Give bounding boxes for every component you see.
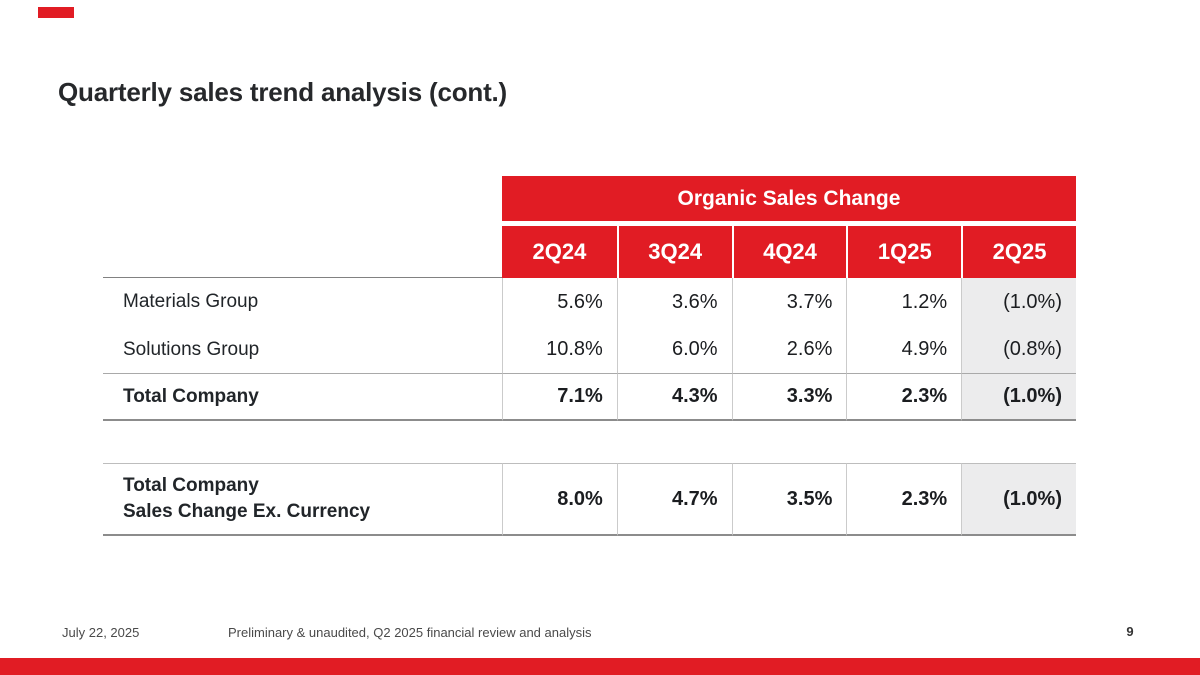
cell-value: 4.7%: [616, 463, 732, 536]
cell-value: 2.3%: [846, 463, 962, 536]
cell-value-highlighted: (0.8%): [961, 326, 1076, 373]
column-header-3q24: 3Q24: [616, 226, 732, 278]
column-header-2q25: 2Q25: [961, 226, 1076, 278]
row-label: Total Company: [103, 373, 502, 421]
table-row-ex-currency: Total Company Sales Change Ex. Currency …: [103, 463, 1076, 536]
cell-value: 3.6%: [616, 278, 732, 326]
cell-value: 8.0%: [502, 463, 617, 536]
cell-value: 2.6%: [731, 326, 847, 373]
row-label: Solutions Group: [123, 338, 260, 360]
column-header-2q24: 2Q24: [502, 226, 617, 278]
brand-red-dash: [38, 7, 74, 18]
row-label: Materials Group: [123, 291, 259, 312]
cell-value: 10.8%: [502, 326, 617, 373]
organic-sales-table: Organic Sales Change 2Q24 3Q24 4Q24 1Q25…: [103, 176, 1076, 536]
table-banner-row: Organic Sales Change: [103, 176, 1076, 221]
cell-value: 4.3%: [616, 373, 732, 421]
table-header-row: 2Q24 3Q24 4Q24 1Q25 2Q25: [103, 226, 1076, 278]
footer-page-number: 9: [1126, 624, 1134, 639]
cell-value-highlighted: (1.0%): [961, 278, 1076, 326]
banner-spacer: [103, 176, 502, 221]
column-header-4q24: 4Q24: [731, 226, 847, 278]
footer-date: July 22, 2025: [62, 625, 140, 640]
page-title: Quarterly sales trend analysis (cont.): [58, 77, 508, 108]
cell-value: 2.3%: [846, 373, 962, 421]
header-label-spacer: [103, 226, 502, 278]
cell-value-highlighted: (1.0%): [961, 373, 1076, 421]
cell-value: 5.6%: [502, 278, 617, 326]
row-label-line1: Total Company: [123, 475, 259, 496]
column-header-1q25: 1Q25: [846, 226, 962, 278]
cell-value: 3.7%: [731, 278, 847, 326]
cell-value: 3.3%: [731, 373, 847, 421]
cell-value: 6.0%: [616, 326, 732, 373]
table-banner: Organic Sales Change: [502, 176, 1076, 221]
cell-value: 7.1%: [502, 373, 617, 421]
row-label-line2: Sales Change Ex. Currency: [123, 501, 371, 522]
cell-value: 4.9%: [846, 326, 961, 373]
table-row-total-company: Total Company 7.1% 4.3% 3.3% 2.3% (1.0%): [103, 373, 1076, 421]
table-row-materials: Materials Group 5.6% 3.6% 3.7% 1.2% (1.0…: [103, 278, 1076, 326]
brand-bottom-stripe: [0, 658, 1200, 675]
table-row-solutions: Solutions Group 10.8% 6.0% 2.6% 4.9% (0.…: [103, 326, 1076, 373]
cell-value: 3.5%: [731, 463, 847, 536]
cell-value: 1.2%: [846, 278, 961, 326]
row-label: Total Company Sales Change Ex. Currency: [103, 463, 502, 536]
cell-value-highlighted: (1.0%): [961, 463, 1076, 536]
footer-disclaimer: Preliminary & unaudited, Q2 2025 financi…: [228, 625, 592, 640]
